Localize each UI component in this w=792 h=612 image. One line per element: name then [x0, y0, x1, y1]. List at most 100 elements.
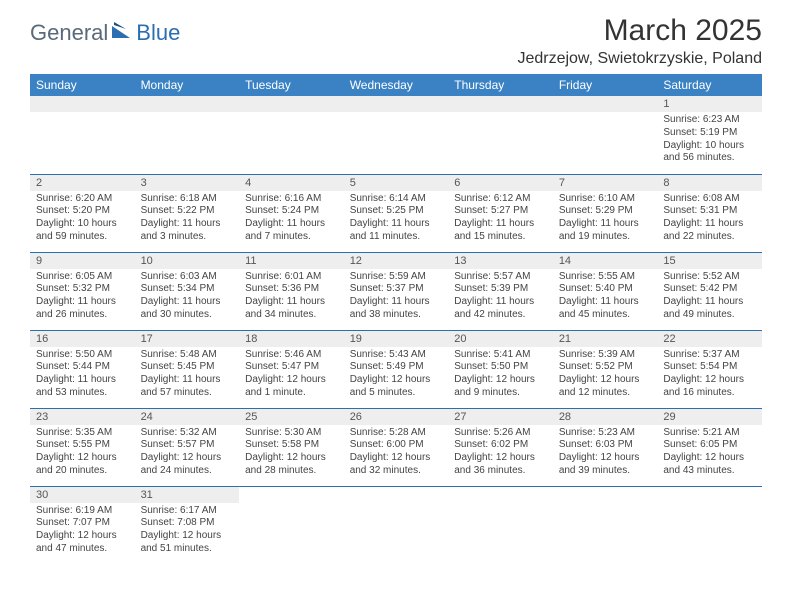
sun-info-line: and 49 minutes.: [663, 309, 756, 322]
sun-info-line: Sunrise: 6:16 AM: [245, 193, 338, 206]
day-number: 13: [448, 253, 553, 269]
sun-info-line: Sunrise: 5:21 AM: [663, 427, 756, 440]
sun-info-line: and 56 minutes.: [663, 152, 756, 165]
calendar-day-cell: 26Sunrise: 5:28 AMSunset: 6:00 PMDayligh…: [344, 408, 449, 486]
sun-info-line: Daylight: 12 hours: [663, 374, 756, 387]
sun-info-line: Sunrise: 6:23 AM: [663, 114, 756, 127]
day-number: 10: [135, 253, 240, 269]
sun-info-line: Daylight: 12 hours: [350, 374, 443, 387]
sun-info-line: and 36 minutes.: [454, 465, 547, 478]
sun-info-line: Sunrise: 5:37 AM: [663, 349, 756, 362]
sun-info-line: Sunset: 5:34 PM: [141, 283, 234, 296]
sun-info-line: and 32 minutes.: [350, 465, 443, 478]
sun-info-line: Sunrise: 5:46 AM: [245, 349, 338, 362]
day-number: 25: [239, 409, 344, 425]
calendar-day-cell: 1Sunrise: 6:23 AMSunset: 5:19 PMDaylight…: [657, 96, 762, 174]
sun-info-line: Daylight: 12 hours: [454, 452, 547, 465]
calendar-day-cell: 3Sunrise: 6:18 AMSunset: 5:22 PMDaylight…: [135, 174, 240, 252]
calendar-day-cell: 25Sunrise: 5:30 AMSunset: 5:58 PMDayligh…: [239, 408, 344, 486]
sun-info-line: and 53 minutes.: [36, 387, 129, 400]
sun-info-line: Sunset: 5:29 PM: [559, 205, 652, 218]
calendar-day-cell: 18Sunrise: 5:46 AMSunset: 5:47 PMDayligh…: [239, 330, 344, 408]
sun-info-line: Sunset: 5:52 PM: [559, 361, 652, 374]
sun-info-line: Daylight: 12 hours: [245, 374, 338, 387]
day-number: 8: [657, 175, 762, 191]
day-header: Saturday: [657, 74, 762, 96]
sun-info-line: Sunrise: 5:39 AM: [559, 349, 652, 362]
sun-info-line: Sunrise: 5:59 AM: [350, 271, 443, 284]
sun-info-line: Daylight: 11 hours: [350, 218, 443, 231]
sun-info-line: and 15 minutes.: [454, 231, 547, 244]
calendar-day-cell: 12Sunrise: 5:59 AMSunset: 5:37 PMDayligh…: [344, 252, 449, 330]
sun-info-line: and 11 minutes.: [350, 231, 443, 244]
day-number: 2: [30, 175, 135, 191]
day-number: 30: [30, 487, 135, 503]
sun-info-line: Sunrise: 5:32 AM: [141, 427, 234, 440]
sun-info-line: Daylight: 12 hours: [141, 530, 234, 543]
sun-info-line: Sunset: 5:58 PM: [245, 439, 338, 452]
calendar-page: General Blue March 2025 Jedrzejow, Swiet…: [0, 0, 792, 564]
sun-info-line: and 22 minutes.: [663, 231, 756, 244]
sun-info-line: Sunrise: 5:41 AM: [454, 349, 547, 362]
calendar-empty-cell: [135, 96, 240, 174]
calendar-week: 2Sunrise: 6:20 AMSunset: 5:20 PMDaylight…: [30, 174, 762, 252]
day-number: 1: [657, 96, 762, 112]
calendar-header-row: SundayMondayTuesdayWednesdayThursdayFrid…: [30, 74, 762, 96]
sun-info-line: Sunrise: 6:01 AM: [245, 271, 338, 284]
calendar-empty-cell: [448, 486, 553, 564]
sun-info-line: Sunset: 5:57 PM: [141, 439, 234, 452]
sun-info-line: and 19 minutes.: [559, 231, 652, 244]
sun-info-line: Sunset: 5:22 PM: [141, 205, 234, 218]
sun-info-line: Sunset: 5:50 PM: [454, 361, 547, 374]
sun-info-line: Daylight: 11 hours: [559, 296, 652, 309]
calendar-day-cell: 23Sunrise: 5:35 AMSunset: 5:55 PMDayligh…: [30, 408, 135, 486]
sun-info-line: Sunrise: 6:14 AM: [350, 193, 443, 206]
calendar-table: SundayMondayTuesdayWednesdayThursdayFrid…: [30, 74, 762, 564]
calendar-empty-cell: [239, 486, 344, 564]
sun-info-line: Sunset: 6:02 PM: [454, 439, 547, 452]
sun-info-line: Sunset: 5:49 PM: [350, 361, 443, 374]
sun-info-line: Sunrise: 6:20 AM: [36, 193, 129, 206]
day-number: 12: [344, 253, 449, 269]
day-header: Wednesday: [344, 74, 449, 96]
sun-info-line: and 38 minutes.: [350, 309, 443, 322]
day-number: 20: [448, 331, 553, 347]
day-number: 23: [30, 409, 135, 425]
location-text: Jedrzejow, Swietokrzyskie, Poland: [30, 50, 762, 68]
calendar-empty-cell: [553, 96, 658, 174]
sun-info-line: Daylight: 12 hours: [36, 530, 129, 543]
sun-info-line: Sunset: 6:05 PM: [663, 439, 756, 452]
sun-info-line: Daylight: 11 hours: [559, 218, 652, 231]
day-header: Tuesday: [239, 74, 344, 96]
day-number: 7: [553, 175, 658, 191]
sun-info-line: Sunset: 5:31 PM: [663, 205, 756, 218]
sun-info-line: Sunset: 5:24 PM: [245, 205, 338, 218]
day-number: 4: [239, 175, 344, 191]
calendar-day-cell: 28Sunrise: 5:23 AMSunset: 6:03 PMDayligh…: [553, 408, 658, 486]
day-number: [448, 487, 553, 503]
sun-info-line: and 5 minutes.: [350, 387, 443, 400]
day-number: 29: [657, 409, 762, 425]
sun-info-line: Sunset: 5:36 PM: [245, 283, 338, 296]
sun-info-line: Sunset: 5:44 PM: [36, 361, 129, 374]
calendar-day-cell: 17Sunrise: 5:48 AMSunset: 5:45 PMDayligh…: [135, 330, 240, 408]
calendar-day-cell: 11Sunrise: 6:01 AMSunset: 5:36 PMDayligh…: [239, 252, 344, 330]
sun-info-line: Sunset: 5:55 PM: [36, 439, 129, 452]
day-number: 5: [344, 175, 449, 191]
sun-info-line: Sunrise: 5:48 AM: [141, 349, 234, 362]
sun-info-line: and 57 minutes.: [141, 387, 234, 400]
day-number: [239, 487, 344, 503]
day-number: [657, 487, 762, 503]
sun-info-line: Sunrise: 6:08 AM: [663, 193, 756, 206]
calendar-week: 30Sunrise: 6:19 AMSunset: 7:07 PMDayligh…: [30, 486, 762, 564]
sun-info-line: Sunset: 5:47 PM: [245, 361, 338, 374]
sun-info-line: and 3 minutes.: [141, 231, 234, 244]
sun-info-line: and 16 minutes.: [663, 387, 756, 400]
header: General Blue March 2025: [30, 14, 762, 48]
sun-info-line: Daylight: 11 hours: [141, 296, 234, 309]
sun-info-line: Daylight: 12 hours: [36, 452, 129, 465]
calendar-empty-cell: [344, 486, 449, 564]
day-number: 22: [657, 331, 762, 347]
day-number: 28: [553, 409, 658, 425]
day-number: 31: [135, 487, 240, 503]
